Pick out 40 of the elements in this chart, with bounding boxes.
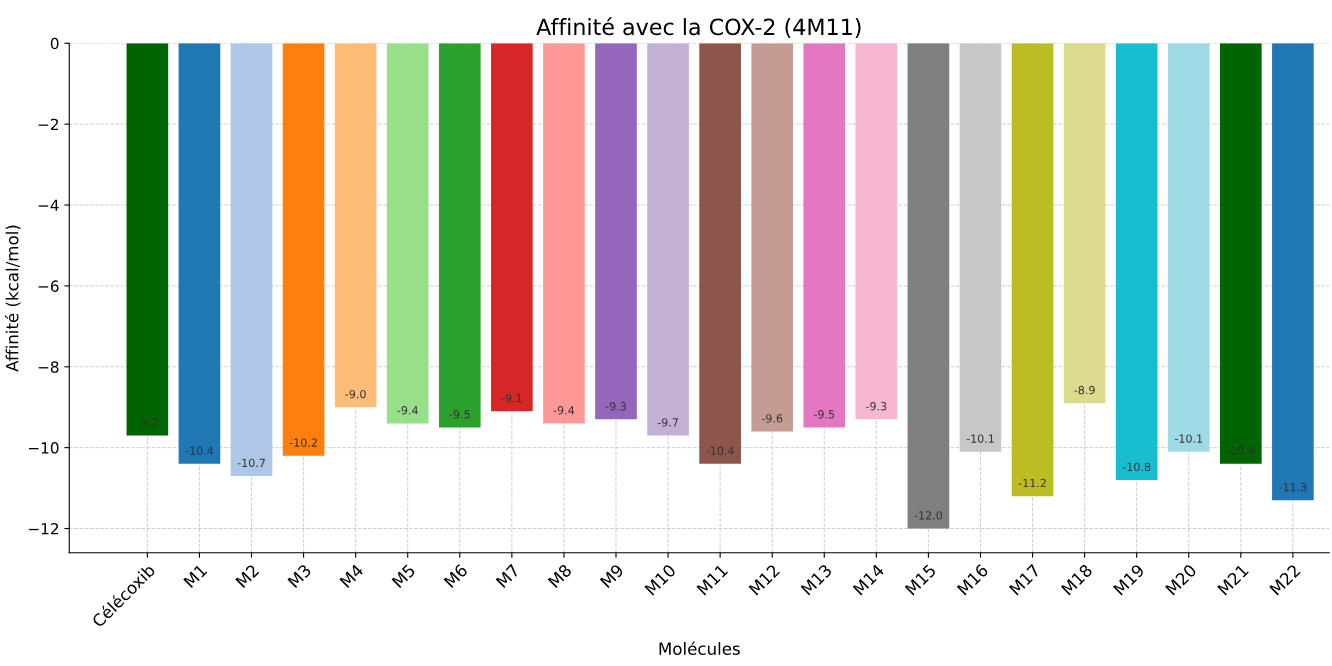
- data-label: -10.8: [1122, 462, 1151, 472]
- data-label: -10.2: [289, 438, 317, 447]
- data-label: -9.6: [761, 414, 783, 423]
- data-label: -9.0: [345, 389, 366, 399]
- y-tick-label: −10: [28, 442, 59, 454]
- y-tick-label: −6: [38, 280, 59, 292]
- data-label: -10.7: [237, 458, 265, 468]
- data-label: -12.0: [914, 511, 943, 520]
- x-tick-label: M9: [599, 563, 625, 589]
- x-tick-label: M4: [339, 563, 364, 588]
- data-label: -9.4: [397, 406, 418, 415]
- data-label: -10.1: [1174, 434, 1203, 443]
- chart-title: Affinité avec la COX-2 (4M11): [536, 17, 861, 38]
- x-tick-label: M5: [391, 563, 416, 589]
- data-label: -9.7: [657, 418, 678, 427]
- x-axis-title: Molécules: [659, 641, 740, 655]
- x-tick-label: M8: [547, 563, 573, 589]
- data-label: -10.1: [966, 434, 994, 443]
- y-tick-label: −4: [38, 199, 59, 211]
- x-tick-label: M3: [287, 563, 312, 589]
- data-label: -9.3: [605, 402, 626, 411]
- data-label: -10.4: [706, 446, 734, 455]
- data-label: -9.5: [449, 410, 470, 419]
- data-label: -8.9: [1074, 385, 1095, 395]
- y-tick-label: −8: [38, 361, 59, 373]
- data-label: -11.3: [1279, 482, 1307, 492]
- x-tick-label: M6: [443, 563, 469, 589]
- data-label: -11.2: [1018, 478, 1046, 488]
- data-label: -9.1: [501, 393, 522, 403]
- y-axis-title: Affinité (kcal/mol): [4, 225, 21, 372]
- x-tick-label: M2: [235, 563, 260, 588]
- x-tick-label: M7: [495, 563, 520, 588]
- y-tick-label: −2: [38, 118, 59, 130]
- data-label: -9.5: [813, 410, 835, 419]
- y-tick-label: −12: [28, 522, 59, 535]
- data-label: -9.4: [553, 406, 575, 415]
- data-label: -10.4: [185, 446, 214, 455]
- data-label: -9.3: [866, 402, 887, 411]
- y-tick-label: 0: [50, 37, 59, 50]
- x-tick-label: M1: [183, 563, 208, 588]
